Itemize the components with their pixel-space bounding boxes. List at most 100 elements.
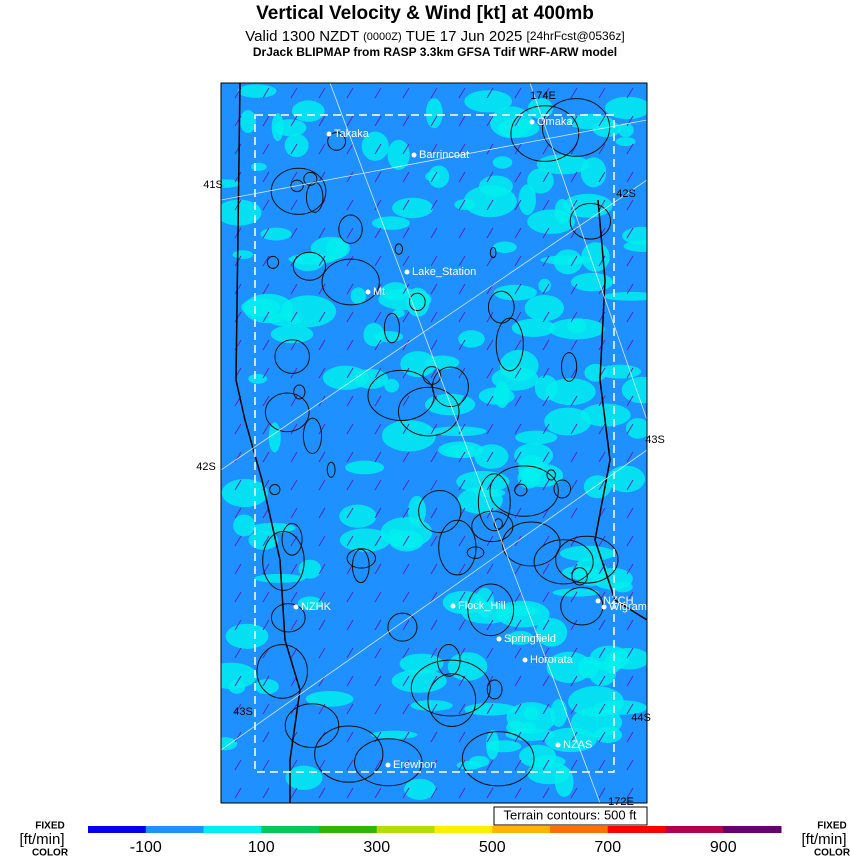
wind-barb xyxy=(262,423,270,435)
colorbar-unit: [ft/min] xyxy=(801,831,846,848)
updraft-area xyxy=(232,250,254,259)
wind-barb xyxy=(430,283,438,295)
contour xyxy=(346,548,376,569)
colorbar-segment xyxy=(492,826,551,833)
wind-barb xyxy=(318,143,326,155)
place-label: Barrincoat xyxy=(419,149,469,161)
wind-barb xyxy=(346,283,354,295)
updraft-area xyxy=(240,109,257,134)
contour xyxy=(293,384,306,400)
wind-barb xyxy=(570,703,578,715)
wind-barb xyxy=(374,171,382,183)
place-marker xyxy=(496,636,502,642)
updraft-area xyxy=(225,623,269,649)
contour xyxy=(338,214,363,244)
contour xyxy=(466,546,485,559)
wind-barb xyxy=(570,227,578,239)
wind-barb xyxy=(570,367,578,379)
wind-barb xyxy=(262,255,270,267)
wind-barb xyxy=(262,787,270,799)
wind-barb xyxy=(402,367,410,379)
updraft-area xyxy=(297,596,323,611)
wind-barb xyxy=(514,647,522,659)
place-marker xyxy=(529,119,535,125)
contour xyxy=(256,644,308,699)
updraft-area xyxy=(399,653,444,674)
velocity-field xyxy=(221,84,647,800)
forecast: [24hrFcst@0536z] xyxy=(526,29,624,43)
wind-barb xyxy=(318,759,326,771)
wind-barb xyxy=(402,675,410,687)
wind-barb xyxy=(402,311,410,323)
colorbar-segment xyxy=(88,826,147,833)
wind-barb xyxy=(290,563,298,575)
wind-barb xyxy=(598,227,606,239)
wind-barb xyxy=(598,731,606,743)
updraft-area xyxy=(517,467,541,489)
wind-barb xyxy=(542,87,550,99)
wind-barb xyxy=(430,451,438,463)
updraft-area xyxy=(538,278,551,293)
updraft-area xyxy=(270,325,314,344)
wind-barb xyxy=(458,787,466,799)
wind-barb xyxy=(430,339,438,351)
wind-barb xyxy=(458,731,466,743)
wind-barb xyxy=(402,535,410,547)
updraft-area xyxy=(593,700,647,715)
wind-barb xyxy=(318,367,326,379)
updraft-area xyxy=(527,209,576,234)
colorbar-unit: [ft/min] xyxy=(19,831,64,848)
place-marker xyxy=(293,604,299,610)
wind-barb xyxy=(262,227,270,239)
updraft-area xyxy=(464,702,517,716)
wind-barb xyxy=(430,311,438,323)
place-marker xyxy=(365,289,371,295)
wind-barb xyxy=(430,143,438,155)
updraft-area xyxy=(598,364,642,379)
updraft-area xyxy=(570,272,614,292)
updraft-area xyxy=(350,287,366,305)
wind-barb xyxy=(626,507,634,519)
wind-barb xyxy=(570,563,578,575)
updraft-area xyxy=(254,573,306,583)
wind-barb xyxy=(346,647,354,659)
wind-barb xyxy=(486,563,494,575)
wind-barb xyxy=(626,647,634,659)
wind-barb xyxy=(458,451,466,463)
wind-barb xyxy=(598,255,606,267)
place-label: Erewhon xyxy=(393,759,436,771)
wind-barb xyxy=(486,591,494,603)
updraft-area xyxy=(361,131,389,161)
wind-barb xyxy=(346,367,354,379)
wind-barb xyxy=(570,675,578,687)
wind-barb xyxy=(234,143,242,155)
wind-barb xyxy=(290,87,298,99)
colorbar-segment xyxy=(261,826,320,833)
wind-barb xyxy=(514,731,522,743)
wind-barb xyxy=(234,759,242,771)
place-marker xyxy=(555,742,561,748)
wind-barb xyxy=(346,703,354,715)
updraft-area xyxy=(248,530,279,550)
wind-barb xyxy=(458,171,466,183)
contour xyxy=(489,246,497,259)
updraft-area xyxy=(544,407,592,436)
wind-barb xyxy=(234,311,242,323)
wind-barb xyxy=(374,675,382,687)
wind-barb xyxy=(514,759,522,771)
wind-barb xyxy=(318,423,326,435)
wind-barb xyxy=(402,563,410,575)
updraft-area xyxy=(515,430,558,445)
wind-barb xyxy=(626,227,634,239)
wind-barb xyxy=(430,423,438,435)
wind-barb xyxy=(570,619,578,631)
wind-barb xyxy=(318,87,326,99)
wind-barb xyxy=(626,143,634,155)
wind-barb xyxy=(430,563,438,575)
updraft-area xyxy=(536,154,590,175)
wind-barb xyxy=(458,479,466,491)
wind-barb xyxy=(346,535,354,547)
wind-barb xyxy=(234,451,242,463)
wind-barb xyxy=(626,395,634,407)
updraft-area xyxy=(268,422,281,453)
